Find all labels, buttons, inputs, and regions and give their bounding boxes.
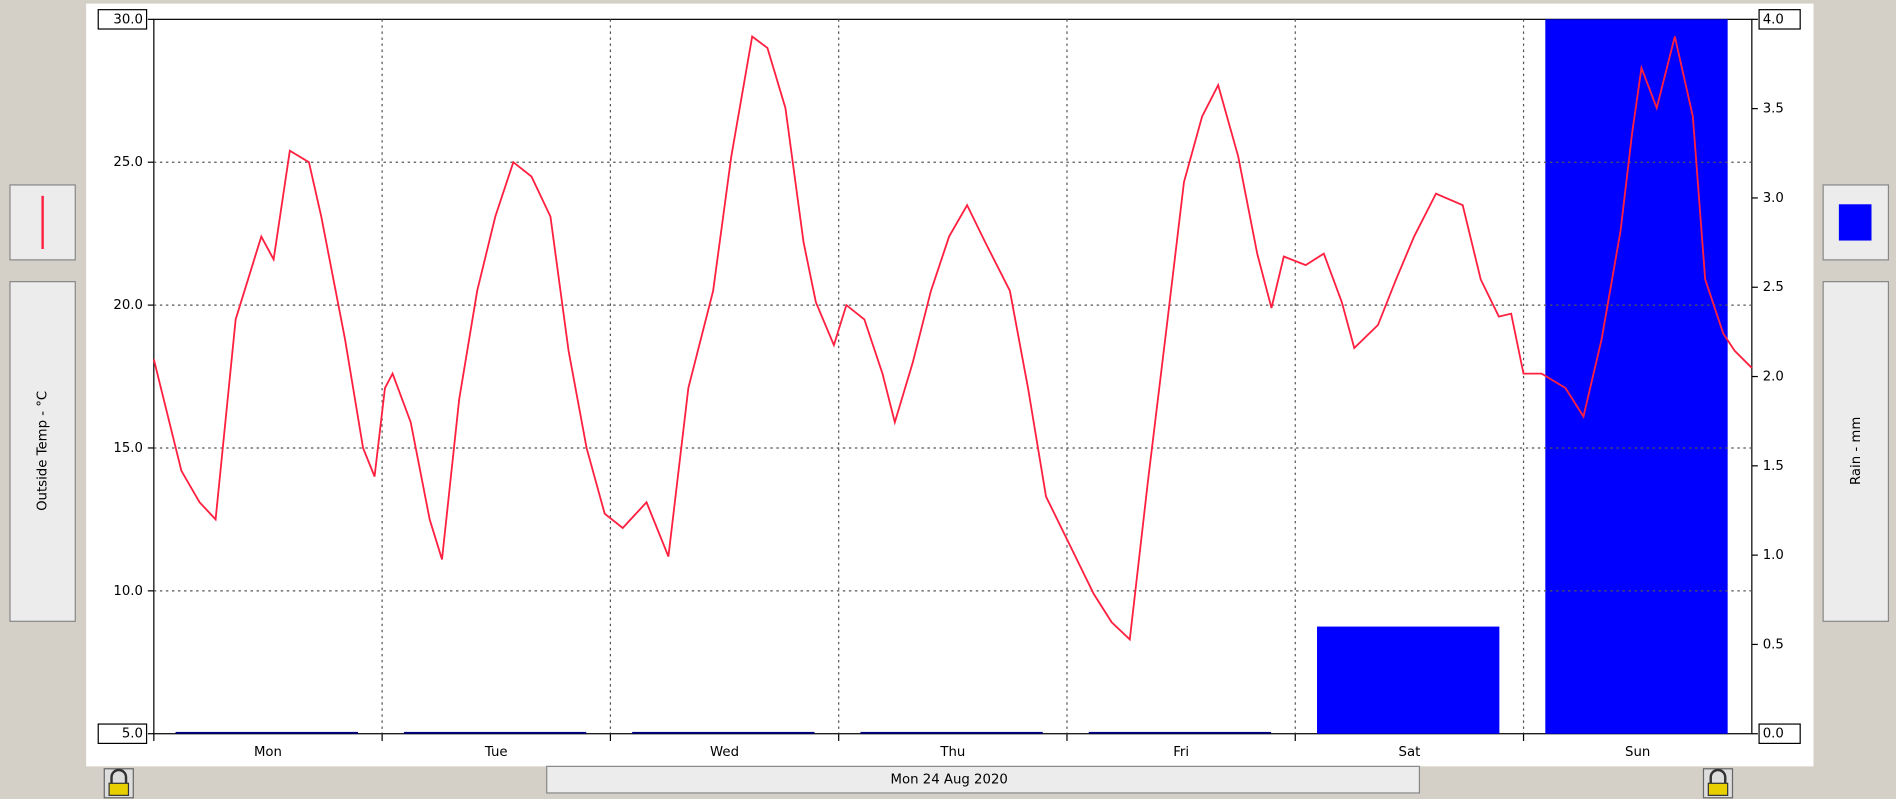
- chart-panel: [86, 3, 1814, 767]
- y2-tick-label: 2.0: [1763, 370, 1784, 385]
- y2-tick-label: 1.0: [1763, 548, 1784, 563]
- rain-bar: [1317, 626, 1500, 734]
- rain-bar: [403, 731, 587, 734]
- y2-tick-label: 1.5: [1763, 459, 1784, 474]
- axis-label-panel[interactable]: [1822, 281, 1890, 622]
- x-tick-label: Fri: [1173, 745, 1189, 760]
- y2-axis-label: Rain - mm: [1849, 417, 1864, 485]
- rain-bar: [632, 731, 815, 734]
- lock-icon[interactable]: [1702, 768, 1734, 799]
- tick-box: [97, 723, 148, 745]
- y-tick-label: 10.0: [113, 584, 143, 599]
- y-tick-label: 30.0: [113, 12, 143, 27]
- y2-tick-label: 2.5: [1763, 280, 1784, 295]
- x-tick-label: Tue: [484, 745, 508, 760]
- y-tick-label: 15.0: [113, 441, 143, 456]
- x-tick-label: Sat: [1399, 745, 1421, 760]
- axis-label-panel[interactable]: [9, 281, 76, 622]
- plot: 5.0 10.0 15.0 20.0 25.0 30.0 0.0 0.5 1.0 1.5 2.0 2.…: [97, 9, 1801, 760]
- y2-tick-label: 3.5: [1763, 102, 1784, 117]
- y2-tick-label: 0.5: [1763, 637, 1784, 652]
- rain-bar: [1545, 19, 1728, 734]
- tick-box: [1758, 723, 1801, 745]
- rain-bar: [1088, 731, 1272, 734]
- tick-box: [97, 9, 148, 30]
- y2-tick-label: 0.0: [1763, 727, 1784, 742]
- y-axis-label: Outside Temp - °C: [36, 391, 51, 511]
- x-tick-label: Wed: [710, 745, 739, 760]
- rain-bar: [175, 731, 358, 734]
- date-bar[interactable]: [546, 765, 1421, 794]
- legend-swatch: [1838, 204, 1872, 241]
- y-tick-label: 20.0: [113, 298, 143, 313]
- y2-tick-label: 3.0: [1763, 191, 1784, 206]
- y2-tick-label: 4.0: [1763, 12, 1784, 27]
- x-tick-label: Sun: [1625, 745, 1650, 760]
- rain-bar: [860, 731, 1043, 734]
- y-tick-label: 5.0: [122, 727, 143, 742]
- tick-box: [1758, 9, 1801, 30]
- y-tick-label: 25.0: [113, 155, 143, 170]
- lock-icon[interactable]: [103, 768, 134, 799]
- temperature-line: [152, 34, 1753, 642]
- x-tick-label: Mon: [254, 745, 282, 760]
- x-tick-label: Thu: [939, 745, 965, 760]
- date-label: Mon 24 Aug 2020: [891, 773, 1008, 788]
